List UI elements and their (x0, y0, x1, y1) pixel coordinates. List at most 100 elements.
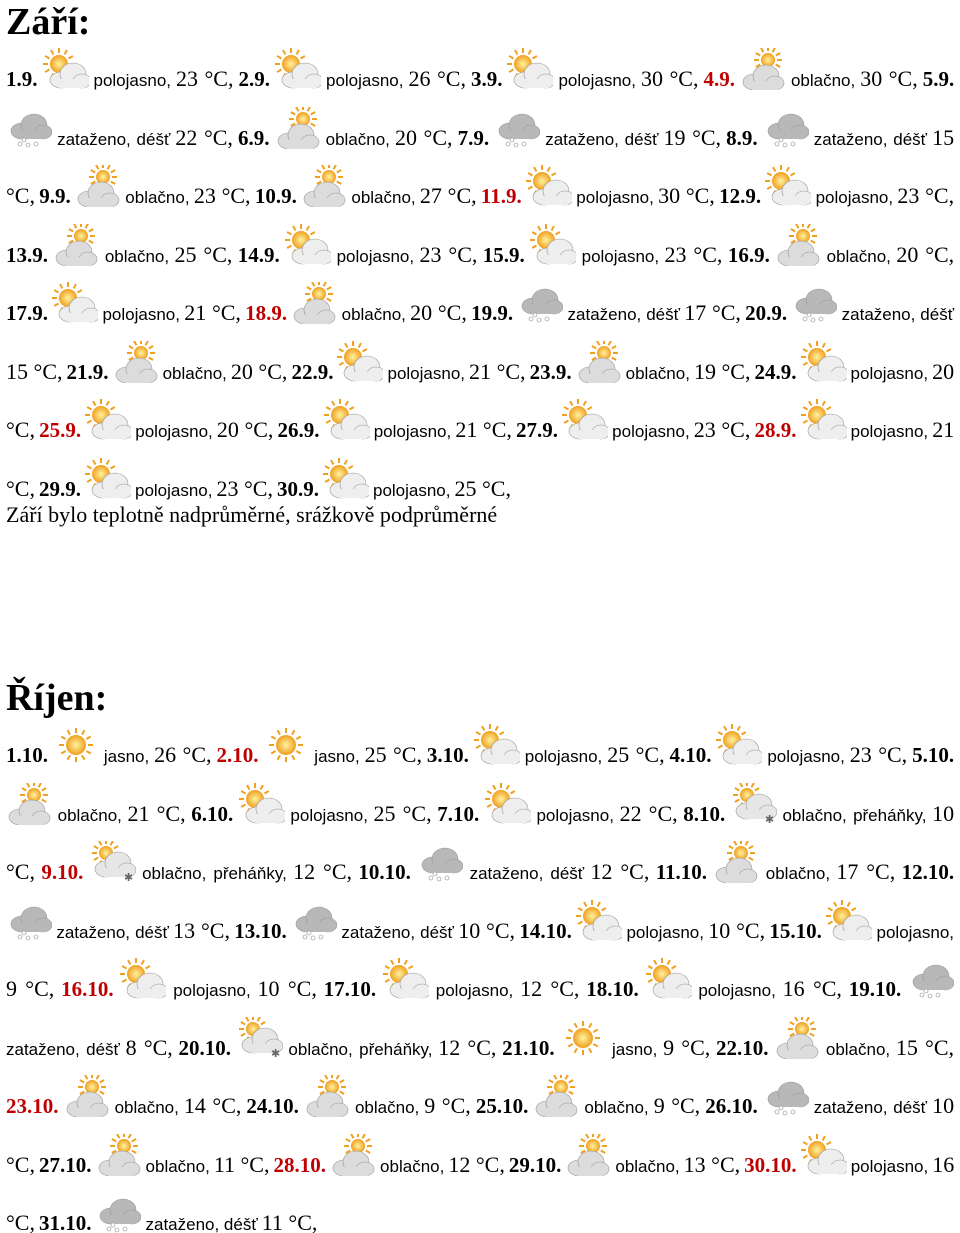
day-temp: 17 °C, (684, 300, 741, 325)
day-date: 25.10. (475, 1094, 529, 1118)
weather-icon (716, 724, 765, 765)
day-temp: 11 °C, (261, 1210, 318, 1233)
day-date: 26.9. (277, 418, 320, 442)
weather-icon (767, 113, 809, 147)
day-date: 11.9. (480, 184, 522, 208)
day-date: 9.10. (41, 860, 84, 884)
weather-icon (277, 104, 319, 149)
day-condition: polojasno, (581, 246, 660, 266)
day-temp: 20 °C, (216, 417, 274, 442)
day-date: 26.10. (705, 1094, 758, 1118)
day-condition: zataženo, déšť (6, 1039, 120, 1059)
weather-icon (826, 899, 875, 940)
day-condition: polojasno, (626, 922, 704, 942)
day-temp: 12 °C, (520, 976, 580, 1001)
day-date: 21.9. (66, 359, 109, 384)
day-date: 12.9. (719, 184, 762, 208)
weather-icon (10, 113, 53, 147)
day-date: 23.10. (6, 1094, 59, 1118)
day-temp: 27 °C, (419, 183, 477, 208)
day-date: 29.9. (38, 476, 81, 501)
day-temp: 30 °C, (640, 66, 699, 91)
day-condition: oblačno, (325, 129, 390, 149)
day-condition: oblačno, (145, 1156, 210, 1176)
weather-icon (562, 399, 611, 440)
day-date: 8.9. (726, 125, 758, 150)
day-date: 25.9. (39, 418, 82, 442)
day-condition: jasno, (612, 1039, 658, 1059)
weather-icon (84, 457, 134, 498)
weather-icon (765, 165, 814, 206)
day-date: 13.9. (6, 242, 48, 267)
day-temp: 16 °C, (6, 1151, 955, 1233)
weather-icon (796, 288, 838, 323)
day-condition: polojasno, (173, 981, 251, 1000)
day-condition: zataženo, déšť (545, 129, 659, 149)
day-date: 5.9. (922, 67, 955, 91)
day-date: 6.9. (238, 125, 270, 150)
summary: Září bylo teplotně nadprůměrné, srážkově… (6, 502, 498, 527)
day-condition: zataženo, déšť (813, 129, 928, 149)
day-temp: 21 °C, (127, 800, 186, 826)
svg-text:✱: ✱ (124, 872, 133, 883)
day-condition: polojasno, (850, 422, 929, 441)
svg-text:✱: ✱ (271, 1048, 280, 1059)
weather-icon (100, 1198, 142, 1233)
day-condition: polojasno, (102, 305, 180, 324)
day-date: 18.9. (245, 301, 288, 325)
weather-icon: ✱ (238, 1014, 284, 1060)
day-temp: 10 °C, (458, 917, 516, 943)
day-temp: 23 °C, (216, 475, 273, 501)
day-temp: 9 °C, (6, 976, 55, 1001)
weather-icon (323, 399, 372, 440)
weather-icon (337, 340, 386, 381)
day-temp: 21 °C, (6, 417, 955, 501)
day-temp: 12 °C, (438, 1034, 497, 1060)
day-condition: zataženo, déšť (841, 305, 955, 324)
day-temp: 16 °C, (782, 976, 842, 1001)
weather-icon (66, 1073, 108, 1118)
day-date: 10.9. (254, 184, 297, 208)
day-condition: polojasno, (536, 805, 614, 825)
day-condition: polojasno, (372, 480, 451, 500)
weather-icon (530, 223, 579, 264)
day-temp: 9 °C, (663, 1034, 711, 1060)
day-temp: 22 °C, (175, 124, 233, 150)
weather-icon (10, 906, 53, 940)
weather-icon (274, 48, 324, 89)
day-condition: polojasno, (435, 981, 514, 1000)
day-date: 2.9. (238, 67, 270, 91)
day-condition: oblačno, (354, 1098, 420, 1117)
day-condition: oblačno, (351, 188, 416, 207)
day-date: 16.10. (61, 977, 114, 1001)
weather-icon (800, 399, 849, 440)
day-date: 30.10. (744, 1152, 797, 1177)
day-date: 14.9. (237, 242, 280, 267)
day-temp: 23 °C, (664, 241, 723, 267)
day-condition: zataženo, déšť (813, 1098, 928, 1117)
day-temp: 15 °C, (895, 1034, 955, 1060)
weather-icon (526, 165, 575, 206)
weather-icon (522, 288, 564, 323)
day-temp: 10 °C, (257, 976, 317, 1001)
day-condition: polojasno, (134, 480, 213, 500)
day-condition: polojasno, (850, 1156, 929, 1176)
day-condition: oblačno, přeháňky, (142, 864, 287, 883)
day-temp: 8 °C, (125, 1034, 173, 1060)
day-condition: zataženo, déšť (341, 922, 454, 942)
weather-icon (578, 338, 620, 383)
day-date: 20.10. (178, 1035, 232, 1060)
weather-icon (473, 724, 523, 765)
day-date: 19.9. (471, 301, 514, 325)
day-condition: zataženo, déšť (57, 129, 171, 149)
day-date: 4.9. (703, 67, 735, 91)
day-condition: oblačno, (104, 246, 170, 266)
day-date: 17.10. (323, 977, 377, 1001)
weather-icon (120, 958, 169, 999)
day-date: 23.9. (529, 359, 572, 384)
day-date: 6.10. (191, 801, 234, 826)
weather-icon (115, 338, 157, 383)
weather-icon (8, 780, 51, 825)
day-condition: oblačno, (584, 1098, 649, 1117)
day-condition: zataženo, déšť (469, 864, 585, 883)
